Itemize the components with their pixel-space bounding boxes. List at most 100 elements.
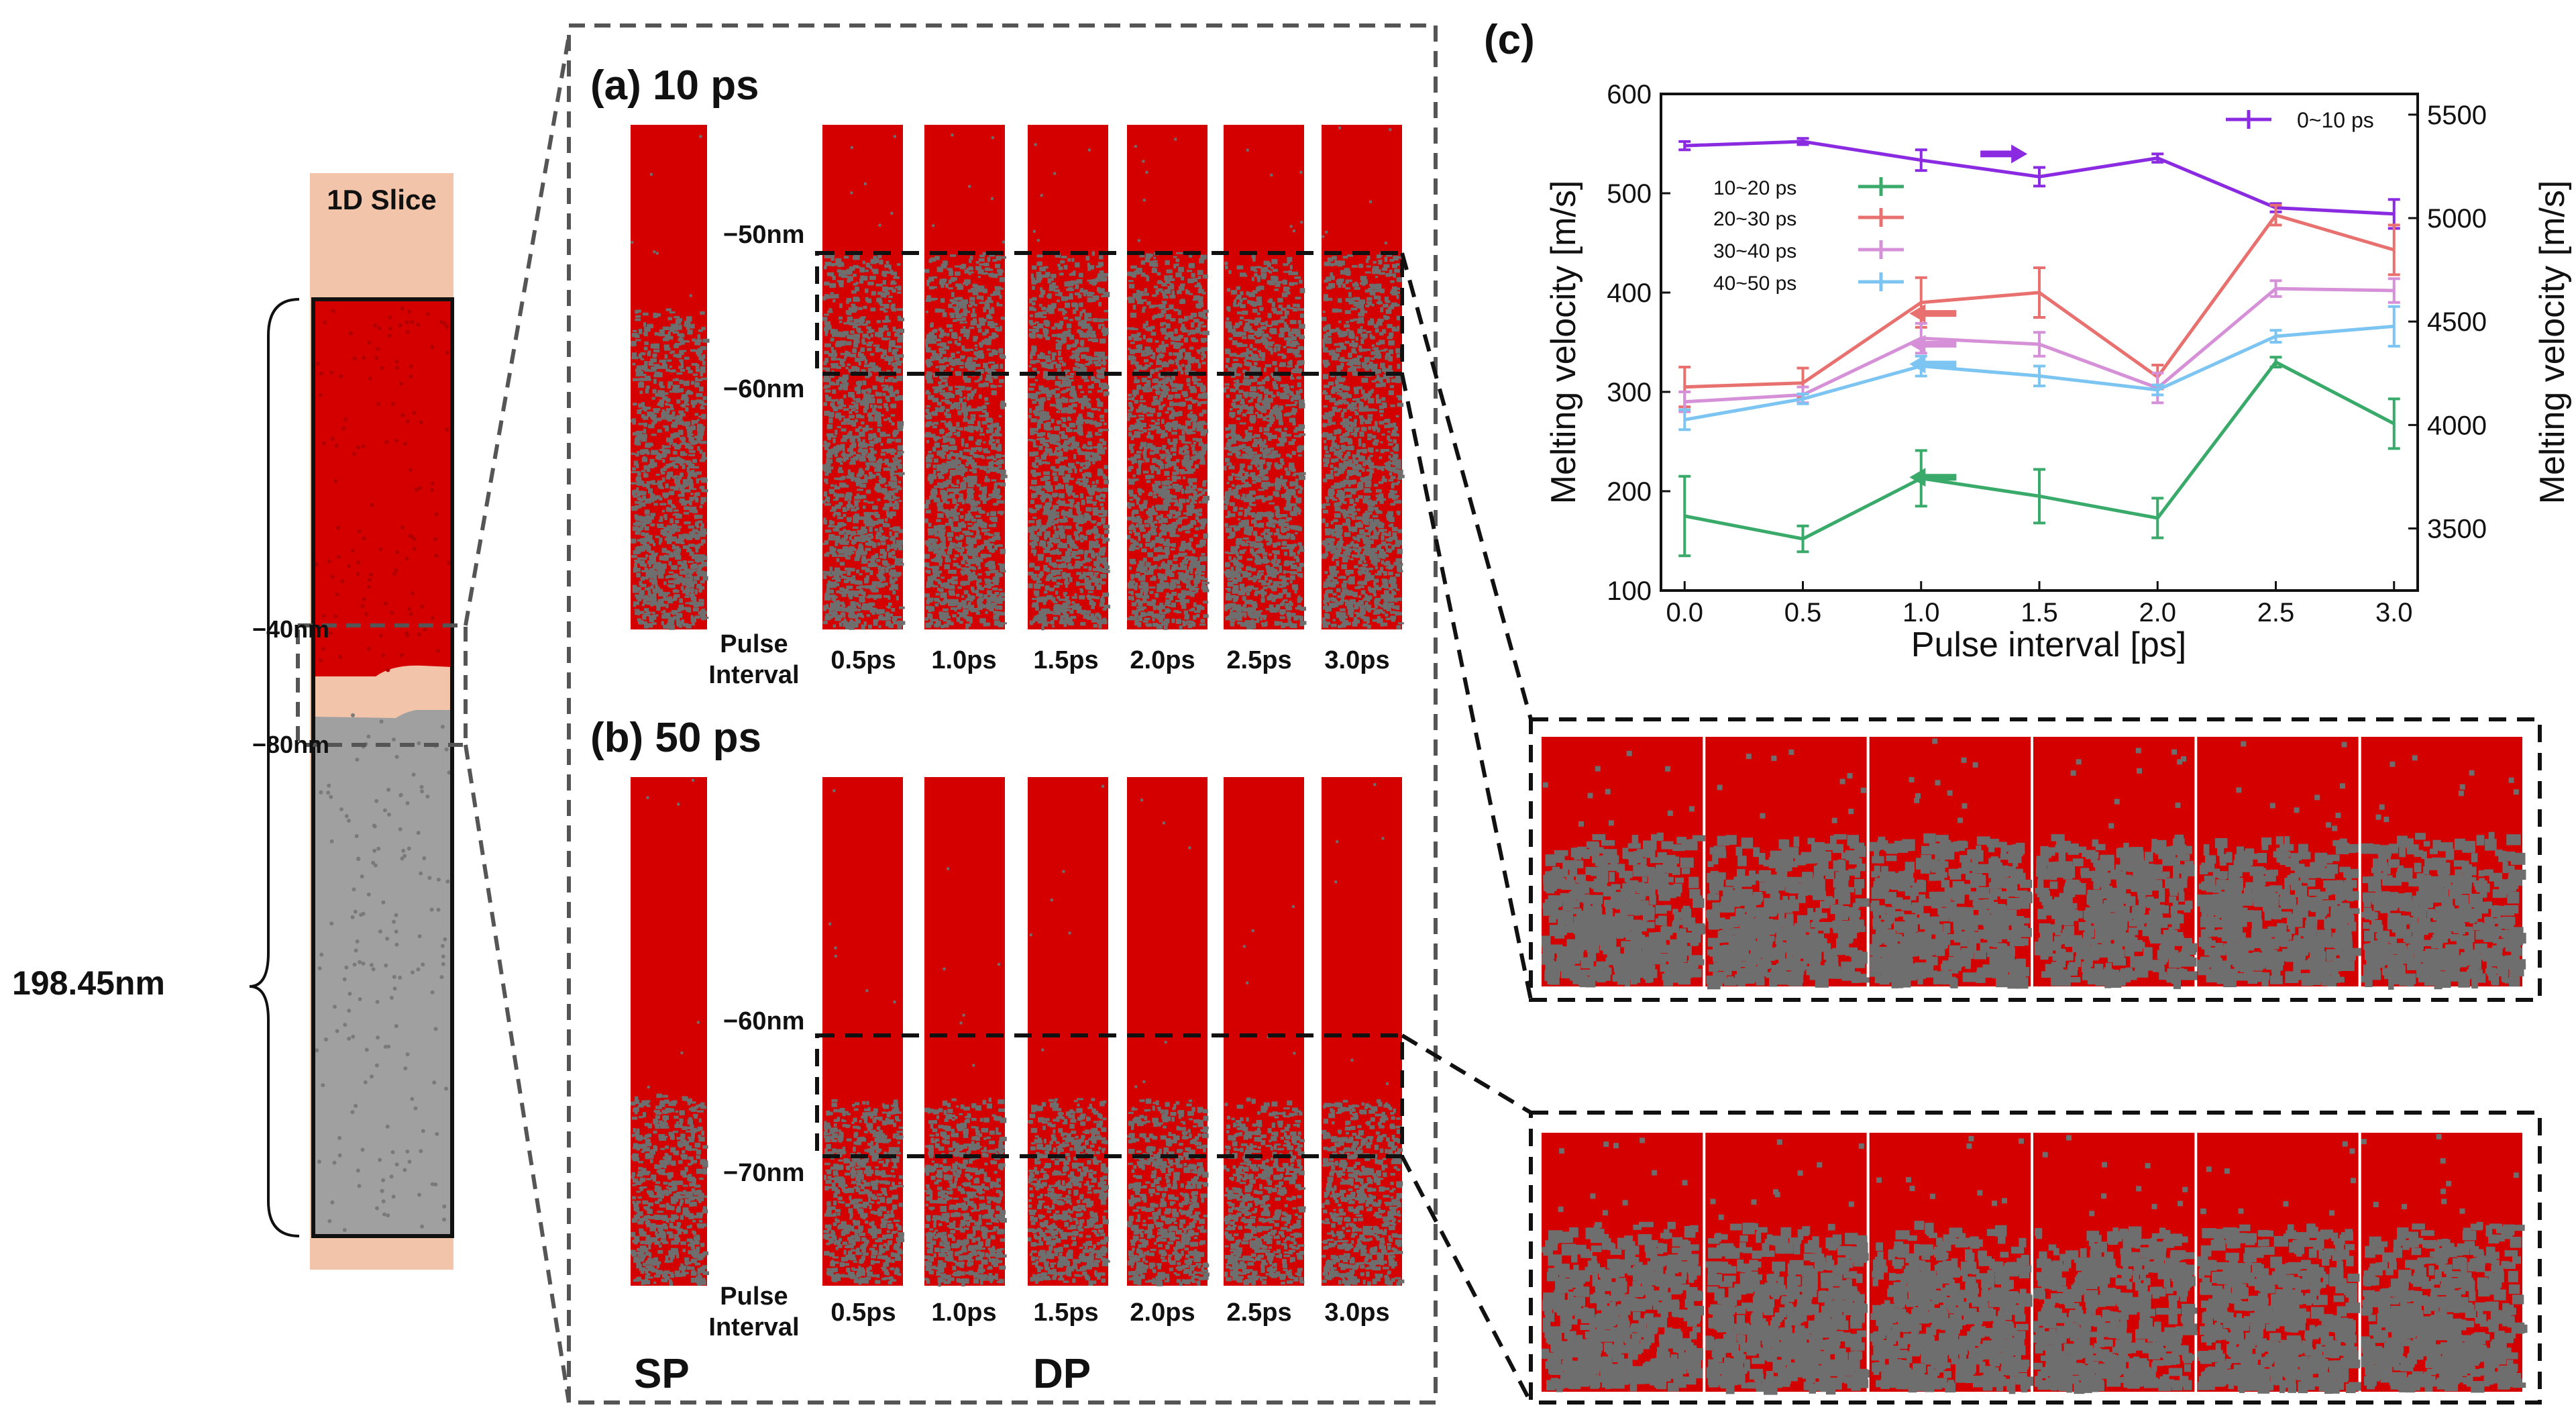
legend-entry-30-40: 30~40 ps [1713, 240, 1904, 262]
center-panel: (a) 10 ps (b) 50 ps −50nm −60nm −60nm −7… [567, 23, 1533, 1405]
legend-label: 10~20 ps [1713, 177, 1796, 199]
liquid-atoms [924, 867, 1007, 1287]
slice-gray-region [314, 710, 452, 1235]
slice-length-label: 198.45nm [12, 964, 165, 1002]
interval-label: 2.0ps [1130, 1298, 1195, 1327]
chart-legend: 0~10 ps 10~20 ps 20~30 ps 30~40 ps 40~50 [1713, 108, 2374, 295]
interval-label: 3.0ps [1324, 646, 1389, 674]
y-tick-label: 500 [1607, 179, 1652, 209]
slice-solid-region [314, 301, 452, 676]
dp-label: DP [1033, 1351, 1091, 1397]
connector-b-top [1401, 1033, 1532, 1115]
chart-series [1678, 137, 2400, 558]
liquid-atoms [1224, 148, 1307, 629]
liquid-atoms [631, 778, 709, 1286]
sp-column-50ps [631, 777, 709, 1286]
x-tick-label: 2.0 [2139, 598, 2176, 627]
x-tick-label: 3.0 [2375, 598, 2413, 627]
y-right-tick-label: 4000 [2427, 411, 2487, 440]
slice-melt-front [314, 665, 452, 718]
dp-column-10ps [1224, 125, 1307, 629]
interval-label: 2.5ps [1226, 1298, 1291, 1327]
y-tick-label: 300 [1607, 378, 1652, 407]
zoom-50ps-panel [1869, 1133, 2035, 1394]
y-right-tick-label: 5000 [2427, 204, 2487, 234]
liquid-atoms [1224, 905, 1306, 1286]
connector-a-top [1400, 252, 1533, 720]
dp-column-10ps [822, 125, 906, 630]
connector-a-bottom [1400, 373, 1533, 1001]
slice-texture [315, 306, 451, 1232]
panel-a-pulse-label-2: Interval [708, 661, 799, 689]
legend-entry-20-30: 20~30 ps [1713, 208, 1904, 230]
dp-column-50ps [1028, 777, 1110, 1286]
connector-bottom [464, 744, 571, 1403]
chart-ylabel-right: Melting velocity [m/s] [2533, 181, 2572, 505]
slice-frame [311, 297, 454, 1238]
zoom-strip-10ps-frame [1529, 717, 2542, 1002]
y-tick-label: 100 [1607, 576, 1652, 606]
slice-zoom-box [296, 623, 468, 747]
y-right-tick-label: 3500 [2427, 515, 2487, 544]
panel-a-columns [631, 125, 1405, 631]
dp-column-50ps [1322, 777, 1405, 1286]
panel-a-depth-top: −50nm [723, 221, 804, 249]
trend-arrow [1909, 334, 1957, 354]
liquid-atoms [1322, 126, 1405, 629]
panel-b-pulse-label-2: Interval [708, 1313, 799, 1341]
dp-column-50ps [822, 777, 905, 1286]
slice-group: 1D Slice −40nm −80nm 198.45nm [12, 36, 571, 1403]
x-tick-label: 0.5 [1784, 598, 1822, 627]
dp-column-10ps [1322, 125, 1405, 629]
panel-a-zoom-box [815, 251, 1404, 376]
panel-b-depth-bottom: −70nm [723, 1159, 804, 1187]
series-10-20-ps [1678, 356, 2400, 558]
interval-label: 1.5ps [1033, 646, 1098, 674]
interval-label: 2.0ps [1130, 646, 1195, 674]
panel-a-pulse-label-1: Pulse [720, 630, 788, 658]
zoom-strip-10ps [1542, 737, 2526, 990]
legend-label: 20~30 ps [1713, 208, 1796, 230]
panel-b-depth-top: −60nm [723, 1007, 804, 1035]
x-tick-label: 0.0 [1666, 598, 1703, 627]
zoom-10ps-panel [1542, 737, 1708, 988]
dp-column-50ps [1127, 777, 1210, 1286]
panel-a-depth-bottom: −60nm [723, 375, 804, 403]
slice-marker-top: −40nm [252, 615, 329, 643]
slice-marker-bottom: −80nm [252, 731, 329, 758]
y-right-tick-label: 4500 [2427, 307, 2487, 337]
zoom-10ps-panel [1705, 737, 1870, 990]
zoom-10ps-panel [2361, 737, 2526, 990]
legend-entry-10-20: 10~20 ps [1713, 177, 1904, 199]
trend-arrow [1909, 354, 1957, 374]
panel-b-pulse-label-1: Pulse [720, 1282, 788, 1311]
chart-axes: 0.0 0.5 1.0 1.5 2.0 2.5 3.0 100 200 300 400 500 600 3… [1607, 80, 2487, 627]
interval-label: 1.5ps [1033, 1298, 1098, 1327]
x-tick-label: 1.5 [2021, 598, 2058, 627]
y-tick-label: 200 [1607, 477, 1652, 507]
panel-a-label: (a) 10 ps [590, 62, 759, 109]
legend-label: 0~10 ps [2297, 108, 2374, 132]
interval-label: 3.0ps [1324, 1298, 1389, 1327]
trend-arrow [1909, 468, 1957, 487]
zoom-50ps-panel [1542, 1133, 1704, 1392]
dp-column-10ps [1127, 125, 1210, 630]
center-frame [567, 23, 1438, 1405]
y-tick-label: 400 [1607, 278, 1652, 308]
panel-c-label: (c) [1484, 17, 1535, 63]
zoom-50ps-panel [2033, 1133, 2198, 1394]
interval-label: 1.0ps [931, 646, 996, 674]
panel-b-zoom-box [815, 1033, 1404, 1158]
panel-a-interval-labels: 0.5ps 1.0ps 1.5ps 2.0ps 2.5ps 3.0ps [830, 646, 1389, 674]
legend-entry-40-50: 40~50 ps [1713, 272, 1904, 295]
zoom-50ps-panel [2361, 1133, 2528, 1393]
zoom-10ps-panel [1869, 737, 2033, 989]
interval-label: 0.5ps [830, 1298, 896, 1327]
chart-c: (c) 0.0 0.5 1.0 1.5 2.0 2.5 3.0 100 200 300 400 500… [1484, 17, 2572, 664]
series-40-50-ps [1678, 305, 2400, 431]
panel-b-columns [631, 777, 1405, 1287]
zoom-10ps-panel [2197, 737, 2361, 988]
zoom-strip-50ps-frame [1529, 1111, 2542, 1405]
zoom-50ps-panel [2197, 1133, 2363, 1394]
